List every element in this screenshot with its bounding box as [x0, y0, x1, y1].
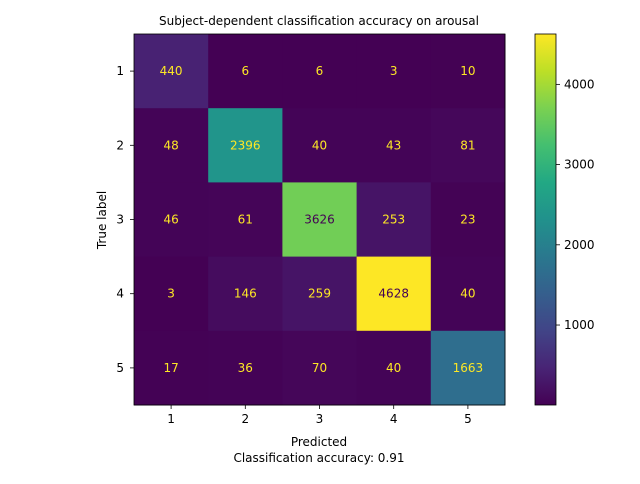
cell-label-r2-c2: 2396 — [230, 138, 261, 152]
cell-label-r3-c2: 61 — [238, 213, 253, 227]
cell-label-r1-c1: 440 — [160, 64, 183, 78]
x-tick-label-3: 3 — [316, 412, 324, 426]
colorbar-tick-label-4000: 4000 — [564, 77, 595, 91]
cell-r1-c2 — [208, 34, 283, 109]
cell-label-r5-c2: 36 — [238, 361, 253, 375]
colorbar-tick-label-3000: 3000 — [564, 158, 595, 172]
cell-value-labels: 440 6 6 3 10 48 2396 40 43 81 46 61 3626 253 23 3 146 259… — [160, 64, 484, 375]
cell-label-r2-c5: 81 — [460, 138, 475, 152]
cell-r5-c3 — [282, 330, 358, 406]
cell-r5-c4 — [356, 330, 432, 406]
cell-r3-c5 — [430, 182, 506, 258]
y-tick-label-5: 5 — [116, 361, 124, 375]
cell-r5-c5 — [430, 330, 506, 406]
cell-label-r1-c2: 6 — [241, 64, 249, 78]
cell-label-r5-c3: 70 — [312, 361, 327, 375]
colorbar-tick-label-2000: 2000 — [564, 238, 595, 252]
colorbar-tick-label-1000: 1000 — [564, 318, 595, 332]
cell-r3-c3 — [282, 182, 358, 258]
y-axis-ticks: 1 2 3 4 5 — [116, 64, 134, 375]
cell-r3-c1 — [134, 182, 209, 258]
x-tick-label-4: 4 — [390, 412, 398, 426]
cell-r2-c4 — [356, 108, 432, 183]
cell-r3-c4 — [356, 182, 432, 258]
caption: Classification accuracy: 0.91 — [233, 451, 404, 465]
cell-label-r2-c3: 40 — [312, 138, 327, 152]
cell-label-r1-c5: 10 — [460, 64, 475, 78]
cell-label-r4-c3: 259 — [308, 287, 331, 301]
cell-label-r3-c3: 3626 — [304, 213, 335, 227]
y-axis-label: True label — [95, 191, 109, 250]
cell-label-r2-c1: 48 — [163, 138, 178, 152]
cell-label-r4-c1: 3 — [167, 287, 175, 301]
cell-label-r3-c4: 253 — [382, 213, 405, 227]
cell-label-r1-c3: 6 — [316, 64, 324, 78]
y-tick-label-1: 1 — [116, 64, 124, 78]
colorbar — [535, 34, 556, 405]
cell-label-r5-c5: 1663 — [453, 361, 484, 375]
cell-r1-c5 — [430, 34, 506, 109]
cell-label-r5-c4: 40 — [386, 361, 401, 375]
colorbar-frame — [534, 33, 557, 406]
cell-r1-c3 — [282, 34, 358, 109]
cell-r4-c1 — [134, 256, 209, 332]
x-tick-label-5: 5 — [464, 412, 472, 426]
y-tick-label-4: 4 — [116, 287, 124, 301]
x-axis-label: Predicted — [291, 435, 347, 449]
y-tick-label-2: 2 — [116, 138, 124, 152]
x-axis-ticks: 1 2 3 4 5 — [167, 405, 472, 426]
cell-r4-c2 — [208, 256, 283, 332]
cell-r4-c4 — [356, 256, 432, 332]
cell-label-r5-c1: 17 — [163, 361, 178, 375]
cell-r1-c4 — [356, 34, 432, 109]
cell-r4-c5 — [430, 256, 506, 332]
cell-r2-c3 — [282, 108, 358, 183]
cell-r2-c5 — [430, 108, 506, 183]
cell-r5-c1 — [134, 330, 209, 406]
cell-r1-c1 — [134, 34, 209, 109]
cell-r2-c1 — [134, 108, 209, 183]
cell-r3-c2 — [208, 182, 283, 258]
cell-label-r4-c5: 40 — [460, 287, 475, 301]
cell-r5-c2 — [208, 330, 283, 406]
cell-label-r3-c5: 23 — [460, 213, 475, 227]
cell-label-r2-c4: 43 — [386, 138, 401, 152]
x-tick-label-1: 1 — [167, 412, 175, 426]
cell-r2-c2 — [208, 108, 283, 183]
y-tick-label-3: 3 — [116, 213, 124, 227]
cell-r4-c3 — [282, 256, 358, 332]
chart-title: Subject-dependent classification accurac… — [159, 14, 479, 28]
cell-label-r3-c1: 46 — [163, 213, 178, 227]
cell-label-r4-c2: 146 — [234, 287, 257, 301]
x-tick-label-2: 2 — [241, 412, 249, 426]
heatmap-cells — [134, 34, 506, 406]
cell-label-r1-c4: 3 — [390, 64, 398, 78]
cell-label-r4-c4: 4628 — [378, 287, 409, 301]
colorbar-ticks: 1000 2000 3000 4000 — [556, 77, 595, 332]
